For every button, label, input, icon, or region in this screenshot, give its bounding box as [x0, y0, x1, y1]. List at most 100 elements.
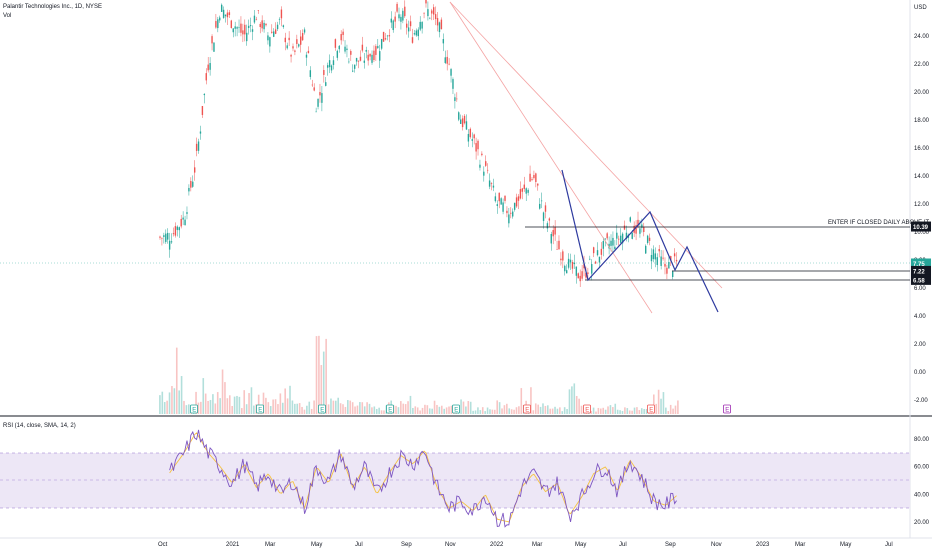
volume-bar: [243, 390, 246, 414]
volume-bar: [298, 403, 301, 414]
candle-body: [469, 128, 472, 138]
volume-bar: [506, 403, 508, 414]
candle-body: [614, 246, 616, 250]
candle-body: [353, 64, 356, 69]
candle-body: [402, 10, 404, 21]
volume-bar: [371, 407, 373, 414]
candle-body: [193, 167, 196, 173]
price-tick-label: 10.00: [914, 230, 930, 236]
volume-bar: [563, 407, 566, 414]
candle-body: [163, 235, 165, 237]
candle-body: [594, 261, 597, 264]
candle-body: [234, 26, 236, 29]
candle-body: [352, 70, 354, 72]
candle-body: [658, 248, 660, 252]
candle-body: [300, 36, 302, 45]
candle-body: [421, 21, 423, 29]
candle-body: [199, 131, 202, 134]
volume-bar: [638, 410, 641, 414]
candle-body: [346, 48, 348, 50]
candle-body: [313, 87, 315, 91]
candle-body: [517, 196, 520, 201]
volume-bar: [481, 407, 484, 414]
candle-body: [296, 39, 298, 44]
candle-body: [539, 203, 541, 209]
candle-body: [263, 22, 265, 30]
price-tick-label: 6.00: [914, 286, 926, 292]
volume-bar: [657, 389, 660, 414]
candle-body: [325, 82, 327, 86]
candle-body: [259, 23, 261, 28]
candle-body: [369, 53, 371, 57]
volume-bar: [602, 407, 605, 414]
earnings-marker[interactable]: E: [256, 404, 264, 414]
volume-bar: [472, 410, 474, 414]
volume-bar: [433, 400, 436, 414]
candle-body: [278, 19, 281, 20]
earnings-marker[interactable]: E: [452, 404, 460, 414]
volume-bar: [616, 409, 619, 414]
volume-bar: [419, 410, 421, 414]
candle-body: [652, 249, 655, 260]
volume-bar: [660, 398, 662, 414]
candle-body: [639, 228, 641, 234]
volume-bar: [339, 403, 342, 414]
candle-body: [525, 188, 527, 194]
volume-bar: [383, 410, 385, 414]
earnings-marker[interactable]: E: [647, 404, 655, 414]
candle-body: [159, 236, 161, 238]
time-tick-label: 2022: [490, 542, 504, 548]
candle-body: [388, 35, 391, 37]
earnings-marker-label: E: [649, 408, 653, 414]
volume-bar: [262, 392, 265, 414]
earnings-marker[interactable]: E: [583, 404, 591, 414]
candle-body: [664, 263, 666, 267]
candle-body: [161, 237, 163, 239]
earnings-marker[interactable]: E: [723, 404, 731, 414]
candle-body: [498, 192, 500, 202]
price-pane: [0, 0, 910, 416]
volume-bar: [238, 396, 241, 414]
candle-body: [587, 272, 589, 274]
candle-body: [427, 9, 429, 17]
volume-bar: [631, 410, 633, 414]
volume-bar: [503, 405, 506, 414]
volume-bar: [662, 392, 665, 414]
volume-bar: [395, 405, 397, 414]
candle-body: [452, 79, 454, 89]
volume-bar: [537, 404, 539, 414]
candle-body: [232, 28, 234, 33]
candle-body: [315, 111, 317, 113]
price-badge-label: 10.39: [913, 225, 929, 231]
candle-body: [386, 35, 389, 37]
volume-bar: [672, 408, 674, 414]
candle-body: [271, 31, 273, 33]
candle-body: [203, 93, 206, 96]
candle-body: [238, 27, 240, 28]
volume-bar: [604, 409, 607, 414]
volume-bar: [289, 385, 291, 414]
earnings-marker[interactable]: E: [190, 404, 198, 414]
volume-label: Vol: [3, 13, 11, 19]
earnings-marker-label: E: [525, 408, 529, 414]
candle-body: [479, 164, 481, 168]
candle-body: [519, 189, 522, 199]
volume-bar: [216, 392, 219, 414]
candle-body: [485, 161, 487, 166]
candle-body: [458, 112, 460, 120]
volume-bar: [342, 404, 344, 414]
candle-body: [165, 233, 167, 242]
volume-bar: [530, 387, 532, 414]
earnings-marker[interactable]: E: [523, 404, 531, 414]
candle-body: [224, 14, 227, 17]
earnings-marker[interactable]: E: [318, 404, 326, 414]
earnings-marker-label: E: [454, 408, 458, 414]
candle-body: [273, 31, 275, 37]
candle-body: [504, 195, 506, 201]
volume-bar: [491, 409, 494, 414]
candle-body: [577, 273, 579, 279]
volume-bar: [349, 400, 352, 414]
volume-bar: [356, 405, 359, 414]
candle-body: [413, 33, 416, 35]
earnings-marker[interactable]: E: [386, 404, 394, 414]
